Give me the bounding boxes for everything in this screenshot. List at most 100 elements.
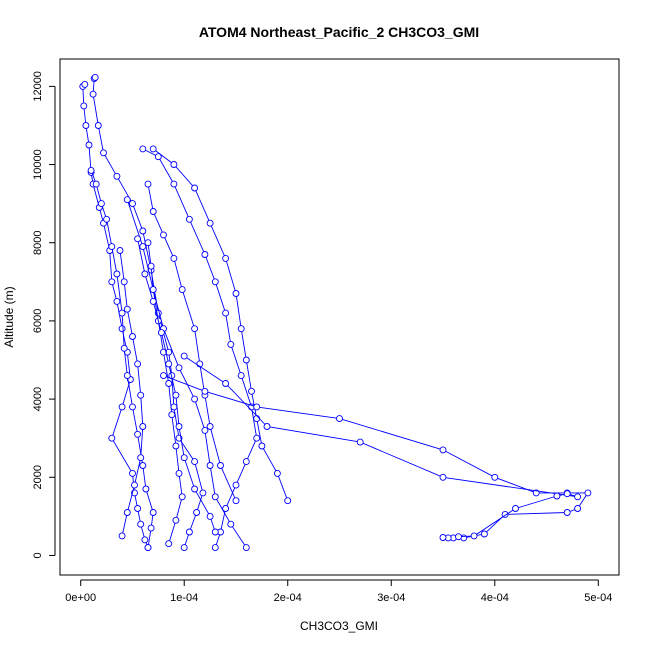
data-point — [258, 442, 266, 450]
data-point — [149, 297, 157, 305]
data-point — [97, 200, 105, 208]
data-point — [137, 391, 145, 399]
y-tick-label: 4000 — [32, 387, 44, 411]
data-point — [191, 184, 199, 192]
series-line — [92, 77, 204, 548]
data-point — [165, 540, 173, 548]
data-point — [178, 493, 186, 501]
data-point — [160, 348, 167, 356]
data-point — [175, 364, 183, 372]
data-point — [139, 423, 147, 430]
data-point — [180, 544, 188, 552]
data-point — [470, 532, 478, 540]
data-point — [94, 122, 102, 129]
data-point — [211, 544, 219, 552]
y-tick-label: 2000 — [32, 465, 44, 489]
y-tick-label: 6000 — [32, 309, 44, 333]
data-point — [123, 305, 131, 313]
data-series — [160, 372, 592, 542]
data-point — [81, 80, 89, 88]
data-point — [191, 395, 199, 403]
data-point — [120, 344, 128, 352]
data-point — [227, 520, 235, 528]
plot-area — [59, 58, 620, 576]
chart-title: ATOM4 Northeast_Pacific_2 CH3CO3_GMI — [199, 24, 479, 40]
data-point — [170, 254, 178, 262]
y-tick-label: 12000 — [32, 71, 44, 102]
data-point — [439, 534, 447, 541]
data-point — [118, 532, 126, 540]
data-point — [134, 360, 142, 368]
series-line — [147, 242, 183, 544]
data-point — [80, 102, 88, 110]
data-series — [149, 145, 292, 505]
data-point — [222, 505, 230, 512]
data-point — [574, 505, 582, 512]
data-point — [103, 215, 111, 223]
data-point — [113, 172, 121, 180]
data-point — [141, 536, 149, 544]
data-point — [201, 387, 209, 395]
data-point — [137, 520, 145, 528]
data-point — [185, 528, 193, 536]
data-point — [206, 219, 214, 227]
data-point — [139, 243, 147, 251]
data-series — [144, 180, 240, 505]
data-point — [108, 434, 116, 442]
data-point — [172, 442, 180, 450]
series-line — [163, 375, 589, 539]
data-point — [147, 262, 155, 270]
data-point — [211, 278, 219, 286]
data-point — [284, 497, 292, 505]
data-point — [356, 438, 364, 446]
data-point — [180, 352, 188, 360]
data-point — [170, 161, 178, 168]
data-point — [553, 492, 561, 500]
data-point — [118, 309, 126, 317]
data-point — [129, 469, 136, 477]
data-point — [129, 200, 136, 208]
data-point — [206, 423, 214, 430]
data-point — [141, 270, 149, 278]
data-point — [232, 290, 240, 297]
data-point — [89, 90, 97, 98]
data-point — [113, 297, 121, 305]
data-point — [139, 227, 147, 235]
data-point — [201, 426, 209, 434]
data-point — [108, 278, 116, 286]
data-point — [253, 434, 261, 442]
data-point — [87, 166, 95, 174]
data-point — [113, 270, 121, 278]
data-point — [439, 473, 447, 481]
data-point — [165, 380, 173, 387]
y-tick-label: 8000 — [32, 230, 44, 254]
data-point — [253, 403, 261, 411]
y-tick-label: 0 — [32, 552, 44, 558]
data-point — [206, 462, 214, 469]
data-point — [134, 505, 142, 512]
y-tick-label: 10000 — [32, 149, 44, 180]
data-point — [160, 372, 167, 380]
series-line — [82, 84, 149, 548]
data-series — [89, 73, 207, 552]
data-point — [82, 122, 90, 129]
data-point — [263, 423, 271, 430]
data-point — [108, 243, 116, 251]
data-series — [180, 352, 582, 541]
x-axis: 0e+00 1e-04 2e-04 3e-04 4e-04 5e-04 — [65, 579, 612, 604]
data-point — [137, 454, 145, 462]
data-point — [248, 387, 255, 395]
data-point — [175, 469, 183, 477]
data-point — [120, 278, 128, 286]
data-point — [139, 145, 147, 153]
data-point — [222, 309, 230, 317]
data-point — [172, 516, 180, 524]
data-point — [191, 325, 199, 333]
series-line — [126, 199, 247, 548]
data-series — [116, 247, 147, 540]
data-point — [157, 329, 165, 337]
series-line — [142, 148, 258, 548]
data-point — [563, 490, 571, 498]
data-series — [144, 239, 186, 548]
